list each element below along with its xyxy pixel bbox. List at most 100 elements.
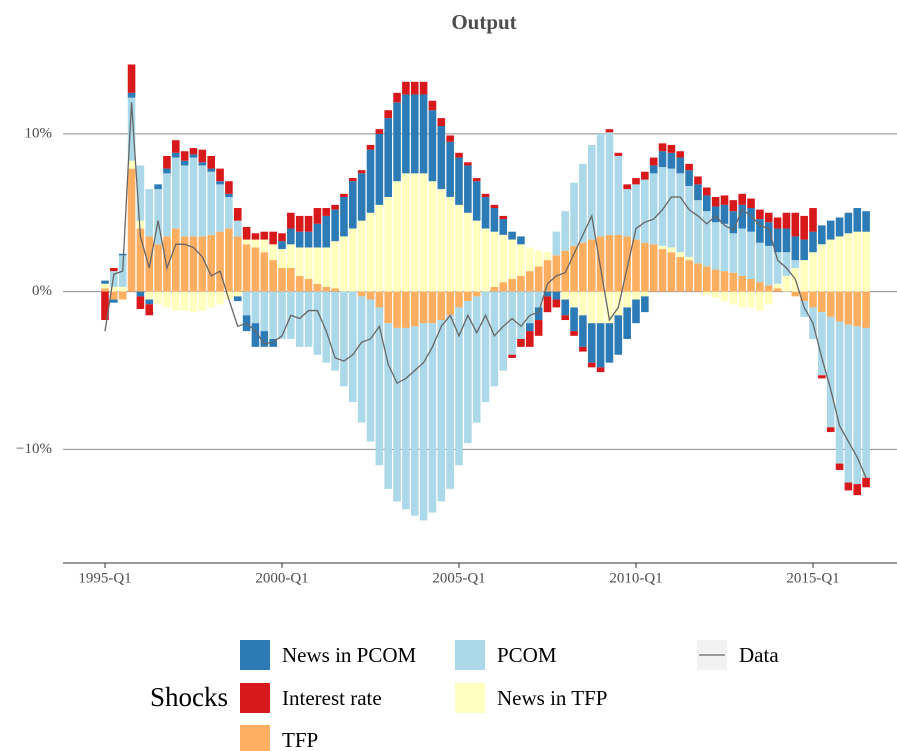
bar-segment (295, 215, 304, 232)
bar-segment (720, 271, 729, 292)
bar-segment (764, 245, 773, 286)
bar-segment (844, 212, 853, 234)
bar-segment (738, 228, 746, 276)
bar-segment (579, 242, 587, 292)
bar-segment (269, 231, 277, 245)
legend-key (240, 725, 270, 751)
bar-segment (764, 212, 773, 223)
bar-segment (773, 283, 782, 289)
bar-segment (145, 236, 154, 292)
bar-segment (561, 211, 569, 251)
bar-segment (154, 184, 162, 190)
bar-segment (800, 215, 808, 240)
bar-segment (835, 291, 844, 322)
bar-segment (419, 173, 428, 292)
bar-segment (490, 231, 499, 287)
bar-segment (703, 266, 711, 292)
bar-segment (579, 315, 587, 347)
bar-segment (711, 269, 720, 292)
bar-segment (676, 256, 685, 292)
bar-segment (605, 291, 614, 324)
bar-segment (508, 354, 516, 358)
bar-segment (455, 157, 463, 205)
bar-segment (552, 299, 561, 308)
bar-segment (163, 173, 171, 237)
bar-segment (782, 252, 791, 276)
bar-segment (490, 291, 499, 387)
bar-segment (561, 299, 569, 316)
bar-segment (623, 189, 631, 237)
bar-segment (118, 286, 127, 292)
bar-segment (331, 288, 339, 292)
y-tick-label: 0% (32, 283, 52, 299)
bar-segment (552, 291, 561, 300)
bar-segment (410, 326, 419, 516)
bar-segment (729, 272, 738, 292)
bar-segment (304, 291, 313, 347)
bar-segment (720, 223, 729, 272)
bar-segment (508, 231, 516, 240)
bar-segment (118, 253, 127, 256)
bar-segment (623, 291, 631, 308)
bar-segment (853, 291, 862, 327)
bar-segment (738, 204, 746, 229)
bar-segment (862, 231, 870, 292)
bar-segment (534, 250, 543, 267)
bar-segment (366, 299, 375, 442)
bar-segment (818, 225, 826, 245)
bar-segment (791, 236, 800, 261)
bar-segment (375, 133, 384, 205)
bar-segment (658, 151, 667, 168)
bar-segment (818, 244, 826, 292)
bar-segment (393, 327, 401, 502)
bar-segment (313, 291, 322, 355)
bar-segment (667, 152, 676, 169)
bar-segment (207, 168, 215, 172)
bar-segment (180, 160, 189, 166)
bar-segment (340, 193, 348, 197)
bar-segment (773, 288, 782, 292)
bar-segment (349, 228, 357, 292)
bar-segment (534, 307, 543, 321)
bar-segment (410, 81, 419, 95)
bar-segment (163, 155, 171, 169)
bar-segment (464, 291, 472, 302)
bar-segment (481, 196, 490, 229)
bar-segment (809, 208, 817, 232)
bar-segment (172, 228, 180, 292)
bar-segment (233, 291, 242, 297)
bar-segment (260, 231, 269, 240)
bar-segment (596, 291, 605, 324)
bar-segment (818, 312, 826, 376)
bar-segment (455, 291, 463, 308)
bar-segment (366, 212, 375, 292)
bar-segment (826, 291, 835, 317)
bar-segment (304, 247, 313, 280)
bar-segment (260, 291, 269, 332)
legend-label: Interest rate (282, 686, 382, 710)
bar-segment (570, 291, 578, 308)
bar-segment (322, 286, 331, 292)
bar-segment (862, 327, 870, 478)
bar-segment (322, 215, 331, 248)
bar-segment (526, 331, 534, 347)
bar-segment (853, 208, 862, 232)
bar-segment (614, 152, 623, 156)
bar-segment (419, 81, 428, 95)
bar-segment (393, 102, 401, 182)
bar-segment (570, 245, 578, 292)
bar-segment (464, 162, 472, 166)
bar-segment (756, 242, 764, 283)
bar-segment (340, 196, 348, 237)
bar-segment (295, 247, 304, 276)
bar-segment (410, 94, 419, 174)
bar-segment (322, 291, 331, 363)
bar-segment (747, 279, 755, 292)
bar-segment (543, 291, 552, 297)
bar-segment (110, 271, 118, 287)
bar-segment (304, 279, 313, 292)
bar-segment (366, 291, 375, 300)
bar-segment (136, 291, 145, 297)
bar-segment (216, 291, 224, 305)
bar-segment (402, 81, 410, 95)
